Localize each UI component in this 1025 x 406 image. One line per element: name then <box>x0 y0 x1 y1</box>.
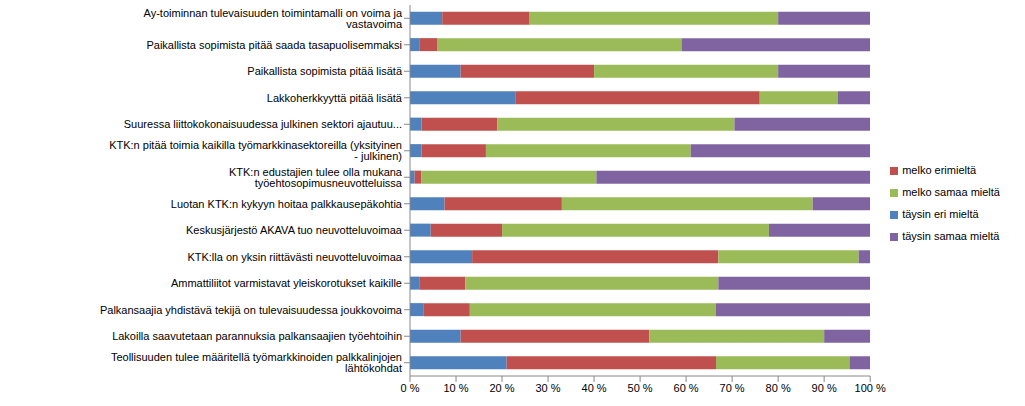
svg-text:Paikallista sopimista pitää li: Paikallista sopimista pitää lisätä <box>247 65 403 77</box>
svg-text:70 %: 70 % <box>720 382 745 394</box>
html-text:melko erimieltä: melko erimieltä <box>902 164 977 176</box>
svg-text:10 %: 10 % <box>443 382 468 394</box>
svg-text:30 %: 30 % <box>536 382 561 394</box>
svg-text:Ammattiliitot varmistavat ylei: Ammattiliitot varmistavat yleiskorotukse… <box>171 277 402 289</box>
svg-text:Paikallista sopimista pitää sa: Paikallista sopimista pitää saada tasapu… <box>146 39 402 51</box>
svg-text:Suuressa liittokokonaisuudessa: Suuressa liittokokonaisuudessa julkinen … <box>124 118 402 130</box>
svg-text:Lakoilla saavutetaan parannuks: Lakoilla saavutetaan parannuksia palkans… <box>112 330 402 342</box>
svg-text:90 %: 90 % <box>812 382 837 394</box>
svg-text:Ay-toiminnan tulevaisuuden toi: Ay-toiminnan tulevaisuuden toimintamalli… <box>144 7 403 30</box>
svg-text:KTK:n pitää toimia kaikilla ty: KTK:n pitää toimia kaikilla työmarkkinas… <box>109 139 402 162</box>
svg-text:20 %: 20 % <box>489 382 514 394</box>
svg-text:Keskusjärjestö AKAVA tuo neuvo: Keskusjärjestö AKAVA tuo neuvotteluvoima… <box>186 224 403 236</box>
svg-text:100 %: 100 % <box>855 382 886 394</box>
svg-text:40 %: 40 % <box>582 382 607 394</box>
svg-text:Teollisuuden tulee määritellä: Teollisuuden tulee määritellä työmarkkin… <box>111 351 402 374</box>
svg-text:60 %: 60 % <box>674 382 699 394</box>
svg-text:KTK:n edustajien tulee olla mu: KTK:n edustajien tulee olla mukanatyöeht… <box>229 166 403 189</box>
html-text:melko samaa mieltä: melko samaa mieltä <box>902 186 1000 198</box>
svg-text:50 %: 50 % <box>628 382 653 394</box>
svg-text:Lakkoherkkyyttä pitää lisätä: Lakkoherkkyyttä pitää lisätä <box>267 92 403 104</box>
svg-text:0 %: 0 % <box>401 382 420 394</box>
svg-text:80 %: 80 % <box>766 382 791 394</box>
svg-text:Luotan KTK:n kykyyn hoitaa pal: Luotan KTK:n kykyyn hoitaa palkkausepäko… <box>171 198 403 210</box>
svg-text:KTK:lla on yksin riittävästi n: KTK:lla on yksin riittävästi neuvotteluv… <box>187 251 402 263</box>
html-text:täysin eri mieltä: täysin eri mieltä <box>902 208 979 220</box>
svg-text:Palkansaajia yhdistävä tekijä: Palkansaajia yhdistävä tekijä on tulevai… <box>100 304 403 316</box>
html-text:täysin samaa mieltä: täysin samaa mieltä <box>902 230 1000 242</box>
